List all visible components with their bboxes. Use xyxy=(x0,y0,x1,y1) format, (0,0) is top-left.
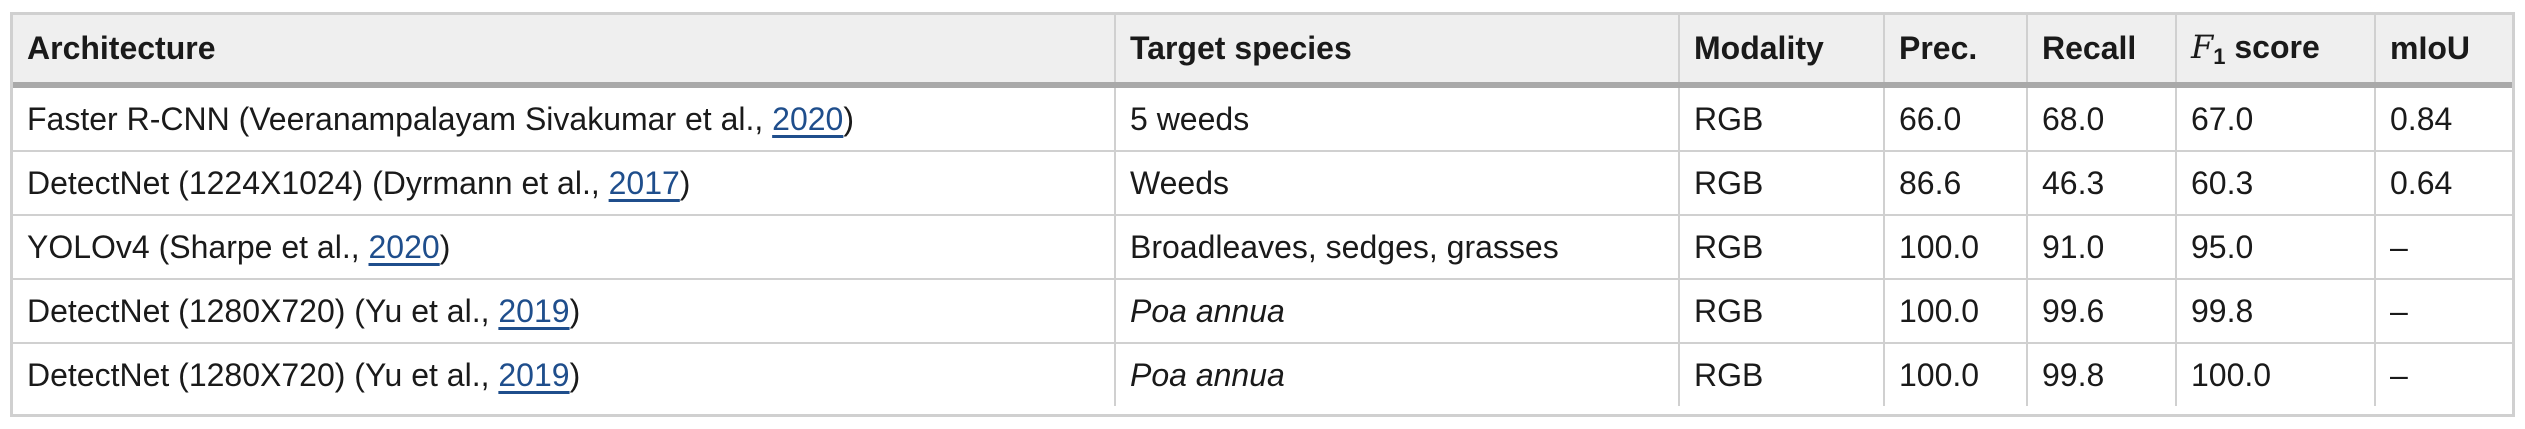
results-table-frame: Architecture Target species Modality Pre… xyxy=(10,12,2515,417)
cell-target-species: Broadleaves, sedges, grasses xyxy=(1115,215,1680,280)
header-row: Architecture Target species Modality Pre… xyxy=(13,15,2512,88)
cell-recall: 91.0 xyxy=(2027,215,2177,280)
cell-architecture: DetectNet (1224X1024) (Dyrmann et al., 2… xyxy=(13,151,1116,216)
architecture-text: DetectNet (1280X720) (Yu et al., xyxy=(27,292,499,329)
architecture-text: DetectNet (1280X720) (Yu et al., xyxy=(27,356,499,393)
cell-f1-score: 99.8 xyxy=(2176,279,2376,344)
architecture-suffix: ) xyxy=(569,292,581,329)
cell-recall: 46.3 xyxy=(2027,151,2177,216)
citation-year-link[interactable]: 2019 xyxy=(498,292,570,329)
cell-target-species: Poa annua xyxy=(1115,279,1680,344)
cell-precision: 100.0 xyxy=(1884,343,2028,406)
cell-miou: – xyxy=(2375,279,2512,344)
citation-year-link[interactable]: 2020 xyxy=(772,100,844,137)
cell-modality: RGB xyxy=(1679,279,1885,344)
architecture-text: YOLOv4 (Sharpe et al., xyxy=(27,228,369,265)
results-table: Architecture Target species Modality Pre… xyxy=(13,15,2512,406)
cell-miou: – xyxy=(2375,215,2512,280)
cell-architecture: DetectNet (1280X720) (Yu et al., 2019) xyxy=(13,343,1116,406)
cell-miou: – xyxy=(2390,356,2408,393)
cell-architecture: Faster R-CNN (Veeranampalayam Sivakumar … xyxy=(13,85,1116,152)
header-architecture: Architecture xyxy=(13,15,1116,88)
f1-suffix: score xyxy=(2225,28,2320,65)
header-target-species: Target species xyxy=(1115,15,1680,88)
cell-modality: RGB xyxy=(1679,215,1885,280)
citation-year-link[interactable]: 2017 xyxy=(608,164,680,201)
table-header: Architecture Target species Modality Pre… xyxy=(13,15,2512,88)
cell-precision: 100.0 xyxy=(1884,215,2028,280)
cell-architecture: YOLOv4 (Sharpe et al., 2020) xyxy=(13,215,1116,280)
cell-target-species: Poa annua xyxy=(1115,343,1680,406)
cell-f1-score: 60.3 xyxy=(2176,151,2376,216)
cell-target-species: 5 weeds xyxy=(1115,85,1680,152)
cell-precision: 86.6 xyxy=(1884,151,2028,216)
architecture-suffix: ) xyxy=(843,100,854,137)
f1-symbol: F xyxy=(2191,27,2214,66)
table-row: Faster R-CNN (Veeranampalayam Sivakumar … xyxy=(13,85,2512,152)
header-precision: Prec. xyxy=(1884,15,2028,88)
cell-miou: 0.84 xyxy=(2375,85,2512,152)
cell-miou: 0.64 xyxy=(2375,151,2512,216)
cell-target-species: Weeds xyxy=(1115,151,1680,216)
architecture-text: DetectNet (1224X1024) (Dyrmann et al., xyxy=(27,164,609,201)
architecture-suffix: ) xyxy=(679,164,691,201)
header-miou: mIoU xyxy=(2375,15,2512,88)
cell-precision: 100.0 xyxy=(1884,279,2028,344)
table-row: DetectNet (1280X720) (Yu et al., 2019) P… xyxy=(13,279,2512,344)
architecture-text: Faster R-CNN (Veeranampalayam Sivakumar … xyxy=(27,100,773,137)
header-modality: Modality xyxy=(1679,15,1885,88)
cell-modality: RGB xyxy=(1679,343,1885,406)
header-recall: Recall xyxy=(2027,15,2177,88)
table-row: YOLOv4 (Sharpe et al., 2020) Broadleaves… xyxy=(13,215,2512,280)
header-f1-score: F1 score xyxy=(2176,15,2376,88)
cell-f1-score: 100.0 xyxy=(2176,343,2376,406)
cell-f1-score: 67.0 xyxy=(2176,85,2376,152)
cell-recall: 99.6 xyxy=(2027,279,2177,344)
cell-recall: 68.0 xyxy=(2027,85,2177,152)
citation-year-link[interactable]: 2020 xyxy=(368,228,440,265)
table-row: DetectNet (1280X720) (Yu et al., 2019) P… xyxy=(13,343,2512,406)
cell-modality: RGB xyxy=(1679,85,1885,152)
cell-architecture: DetectNet (1280X720) (Yu et al., 2019) xyxy=(13,279,1116,344)
table-row: DetectNet (1224X1024) (Dyrmann et al., 2… xyxy=(13,151,2512,216)
cell-recall: 99.8 xyxy=(2027,343,2177,406)
architecture-suffix: ) xyxy=(569,356,581,393)
cell-precision: 66.0 xyxy=(1884,85,2028,152)
citation-year-link[interactable]: 2019 xyxy=(498,356,570,393)
table-body: Faster R-CNN (Veeranampalayam Sivakumar … xyxy=(13,85,2512,406)
cell-modality: RGB xyxy=(1679,151,1885,216)
architecture-suffix: ) xyxy=(439,228,451,265)
f1-subscript: 1 xyxy=(2213,43,2226,69)
cell-f1-score: 95.0 xyxy=(2176,215,2376,280)
